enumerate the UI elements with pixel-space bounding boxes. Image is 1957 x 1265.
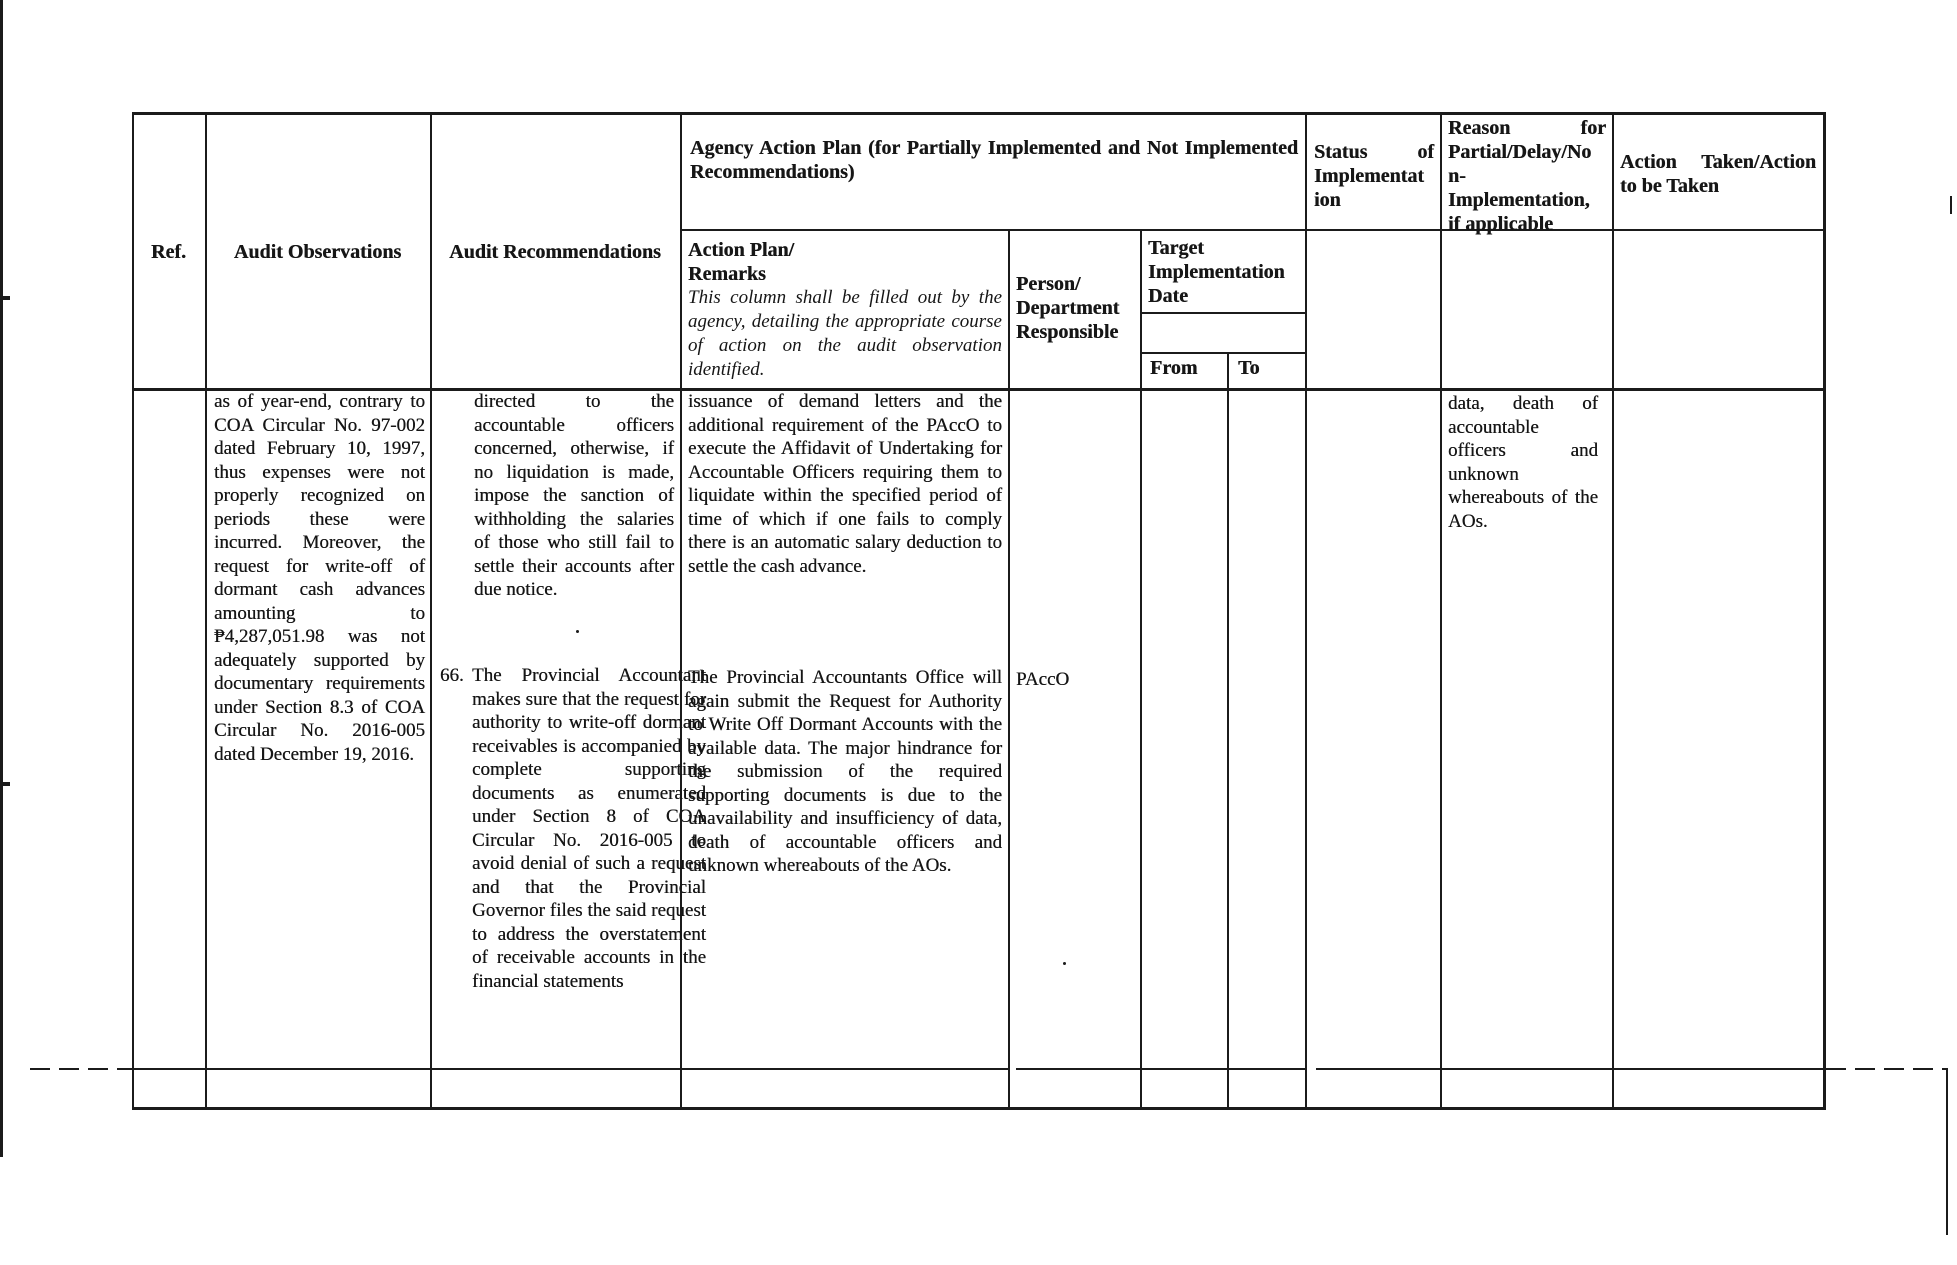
col-header-target-implementation-date: Target Implementation Date <box>1148 237 1285 307</box>
right-page-edge-line <box>1946 1068 1948 1235</box>
reason-line2: Partial/Delay/No <box>1448 141 1592 163</box>
cell-action-plan-paragraph-1: issuance of demand letters and the addit… <box>688 391 1002 577</box>
col-header-to: To <box>1238 357 1260 379</box>
col-header-from: From <box>1150 357 1198 379</box>
right-edge-tick <box>1950 196 1952 214</box>
action-taken-line2: to be Taken <box>1620 175 1719 197</box>
target-date-underline <box>1140 312 1307 314</box>
scan-speck-1 <box>1063 962 1066 965</box>
fromto-top-line <box>1140 352 1307 354</box>
page-break-dashed-line-left <box>30 1068 132 1070</box>
status-line1-left: Status <box>1314 141 1368 163</box>
cell-recommendation-continuation-text: directed to the accountable officers con… <box>474 391 674 600</box>
col-divider-status <box>1440 112 1442 1110</box>
col-header-status: Status of Implementat ion <box>1314 140 1434 212</box>
cell-recommendation-66: 66. The Provincial Accountant makes sure … <box>440 664 706 993</box>
col-divider-from-to <box>1227 352 1229 1110</box>
left-edge-tick-2 <box>2 782 10 786</box>
cell-action-plan-paragraph-2: The Provincial Accountants Office will a… <box>688 667 1002 876</box>
col-divider-ref <box>205 112 207 1110</box>
reason-line4: Implementation, <box>1448 189 1590 211</box>
status-line1-right: of <box>1417 141 1434 163</box>
action-plan-title-line2: Remarks <box>688 263 766 285</box>
action-taken-line1-right: Taken/Action <box>1701 151 1816 173</box>
recommendation-66-text: The Provincial Accountant makes sure tha… <box>472 665 706 992</box>
header-body-separator <box>132 388 1825 391</box>
reason-line1: Reason for <box>1448 116 1606 140</box>
status-line2: Implementat <box>1314 165 1424 187</box>
left-page-edge-line <box>0 0 3 1157</box>
reason-line1-right: for <box>1580 117 1606 139</box>
status-line3: ion <box>1314 189 1341 211</box>
col-header-reason: Reason for Partial/Delay/No n- Implement… <box>1448 116 1606 236</box>
reason-line5: if applicable <box>1448 213 1554 235</box>
table-right-border <box>1823 112 1826 1110</box>
table-bottom-border <box>132 1107 1825 1110</box>
col-header-audit-observations: Audit Observations <box>233 241 402 263</box>
recommendation-66-number: 66. <box>440 665 464 686</box>
page-break-line-seg2 <box>1016 1068 1305 1070</box>
agency-header-bottom-line <box>680 229 1825 231</box>
table-left-border <box>132 112 134 1110</box>
left-edge-tick-1 <box>2 296 10 300</box>
col-divider-person <box>1140 229 1142 1110</box>
status-line1: Status of <box>1314 140 1434 164</box>
page-break-line-seg1 <box>132 1068 1008 1070</box>
action-plan-title-line1: Action Plan/ <box>688 239 795 261</box>
col-header-ref: Ref. <box>151 241 186 263</box>
reason-line3: n- <box>1448 165 1466 187</box>
cell-person-responsible: PAccO <box>1016 669 1070 690</box>
reason-line1-left: Reason <box>1448 117 1511 139</box>
table-top-border <box>132 112 1825 115</box>
col-header-agency-action-plan: Agency Action Plan (for Partially Implem… <box>690 137 1298 183</box>
col-header-person-department: Person/ Department Responsible <box>1016 273 1120 343</box>
page-break-line-seg3 <box>1316 1068 1823 1070</box>
col-divider-actionplan <box>1008 229 1010 1110</box>
col-divider-target <box>1305 112 1307 1110</box>
col-header-action-plan-remarks: Action Plan/ Remarks This column shall b… <box>688 238 1002 382</box>
scan-speck-2 <box>576 630 579 633</box>
action-taken-line1: Action Taken/Action <box>1620 150 1816 174</box>
col-header-audit-recommendations: Audit Recommendations <box>449 241 661 263</box>
cell-audit-observation-text: as of year-end, contrary to COA Circular… <box>214 391 425 765</box>
col-divider-observations <box>430 112 432 1110</box>
col-divider-recommendations <box>680 112 682 1110</box>
action-plan-note: This column shall be filled out by the a… <box>688 287 1002 380</box>
cell-reason-text: data, death of accountable officers and … <box>1448 393 1598 532</box>
col-divider-reason <box>1612 112 1614 1110</box>
action-taken-line1-left: Action <box>1620 151 1677 173</box>
col-header-action-taken: Action Taken/Action to be Taken <box>1620 150 1816 198</box>
page-break-dashed-line-right <box>1826 1068 1948 1070</box>
